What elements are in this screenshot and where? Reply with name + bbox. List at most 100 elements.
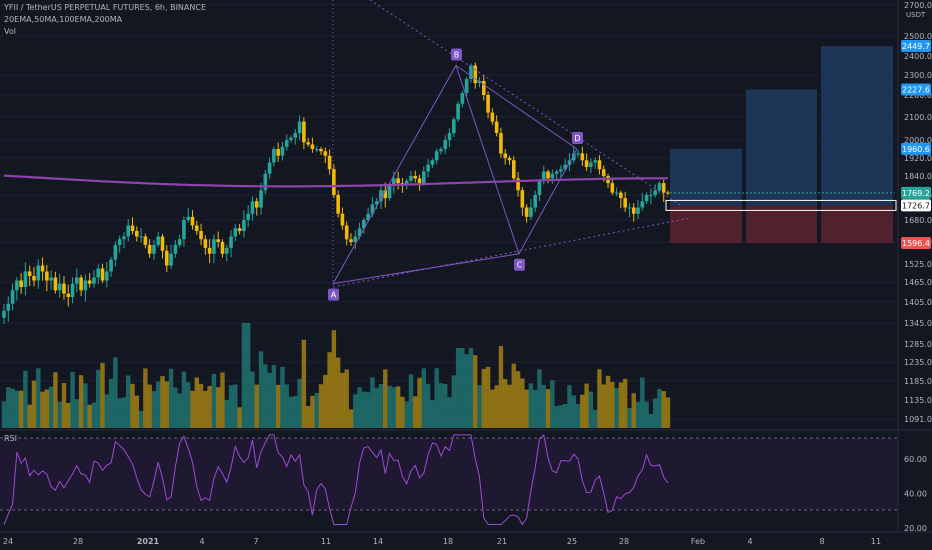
candle-body (160, 236, 165, 251)
volume-bar (241, 323, 247, 428)
volume-bar (395, 386, 401, 428)
volume-bar (421, 368, 427, 428)
price-label-badge (901, 186, 931, 199)
volume-bar (305, 406, 311, 428)
volume-bar (27, 404, 32, 428)
volume-bar (211, 373, 217, 428)
price-tick-label: 1285.0 (904, 340, 932, 349)
candle-body (310, 144, 315, 149)
ma200-line (3, 174, 669, 188)
volume-bar (348, 409, 354, 428)
candle-body (220, 242, 225, 254)
candle-body (242, 220, 246, 231)
volume-bar (503, 379, 508, 428)
candle-body (392, 178, 396, 186)
candle-body (224, 247, 229, 254)
price-tick-label: 1465.0 (904, 278, 932, 287)
candle-body (280, 146, 285, 156)
abcd-pattern (332, 64, 578, 284)
volume-bar (635, 401, 641, 428)
volume-bar (190, 390, 195, 428)
volume-bar (113, 357, 118, 428)
volume-bar (481, 368, 486, 428)
candle-body (152, 244, 156, 254)
candle-body (563, 164, 567, 170)
volume-bar (134, 395, 139, 428)
pattern-point-b-badge (451, 48, 462, 61)
candle-body (486, 95, 490, 113)
candle-body (460, 93, 465, 104)
candle-body (194, 225, 199, 231)
candle-body (87, 280, 92, 284)
volume-bar (31, 380, 37, 428)
volume-bar (280, 366, 285, 428)
volume-bar (545, 389, 551, 428)
candle-body (139, 236, 143, 238)
candle-body (49, 277, 53, 281)
volume-bar (335, 357, 341, 428)
candle-body (593, 160, 597, 163)
volume-bar (318, 384, 324, 428)
candle-body (32, 276, 36, 281)
candle-body (164, 250, 169, 266)
ac-leg (332, 253, 520, 285)
lower-trendline (332, 217, 691, 288)
candle-body (109, 259, 113, 272)
candle-body (143, 236, 148, 245)
price-label-badge (901, 199, 931, 212)
candle-body (216, 239, 220, 242)
candle-body (259, 190, 263, 208)
candle-body (357, 228, 362, 237)
candle-body (507, 158, 512, 161)
candle-body (272, 149, 276, 163)
volume-bar (293, 396, 298, 428)
candle-body (314, 149, 319, 150)
candle-body (666, 192, 670, 194)
candle-body (70, 283, 75, 297)
rsi-band (0, 438, 898, 510)
candle-body (353, 236, 358, 242)
volume-bar (455, 348, 461, 428)
volume-bar (592, 409, 598, 428)
volume-bar (485, 366, 491, 428)
candle-body (404, 180, 409, 186)
candle-body (481, 81, 486, 95)
candle-body (494, 121, 499, 134)
candle-body (246, 213, 250, 220)
candle-body (237, 228, 242, 231)
volume-bar (665, 397, 671, 428)
candle-body (6, 303, 11, 311)
pattern-point-c: C (517, 261, 523, 270)
price-tick-label: 1680.0 (904, 216, 932, 225)
candle-body (75, 277, 79, 284)
entry-box (665, 199, 897, 211)
volume-bar (541, 385, 546, 428)
volume-bar (652, 398, 658, 428)
volume-bar (70, 371, 75, 428)
candle-body (229, 236, 233, 248)
volume-bar (391, 387, 397, 428)
candle-body (302, 121, 306, 143)
candle-body (36, 265, 41, 281)
volume-bar (567, 385, 572, 428)
candle-body (117, 239, 122, 245)
price-tick-label: 1525.0 (904, 260, 932, 269)
volume-bar (562, 403, 568, 428)
candle-body (276, 149, 280, 156)
stop-zone-1 (670, 205, 742, 244)
stop-zone-2 (746, 205, 817, 244)
volume-bar (203, 390, 208, 428)
candle-body (657, 183, 662, 191)
volume-bar (657, 388, 662, 428)
candle-body (306, 142, 310, 145)
candle-body (336, 195, 340, 214)
candle-body (443, 140, 448, 149)
candle-body (661, 183, 666, 193)
candle-body (653, 190, 657, 195)
volume-bar (168, 368, 174, 428)
volume-bar (524, 389, 529, 428)
volume-bar (126, 375, 131, 428)
volume-bar (327, 352, 332, 428)
